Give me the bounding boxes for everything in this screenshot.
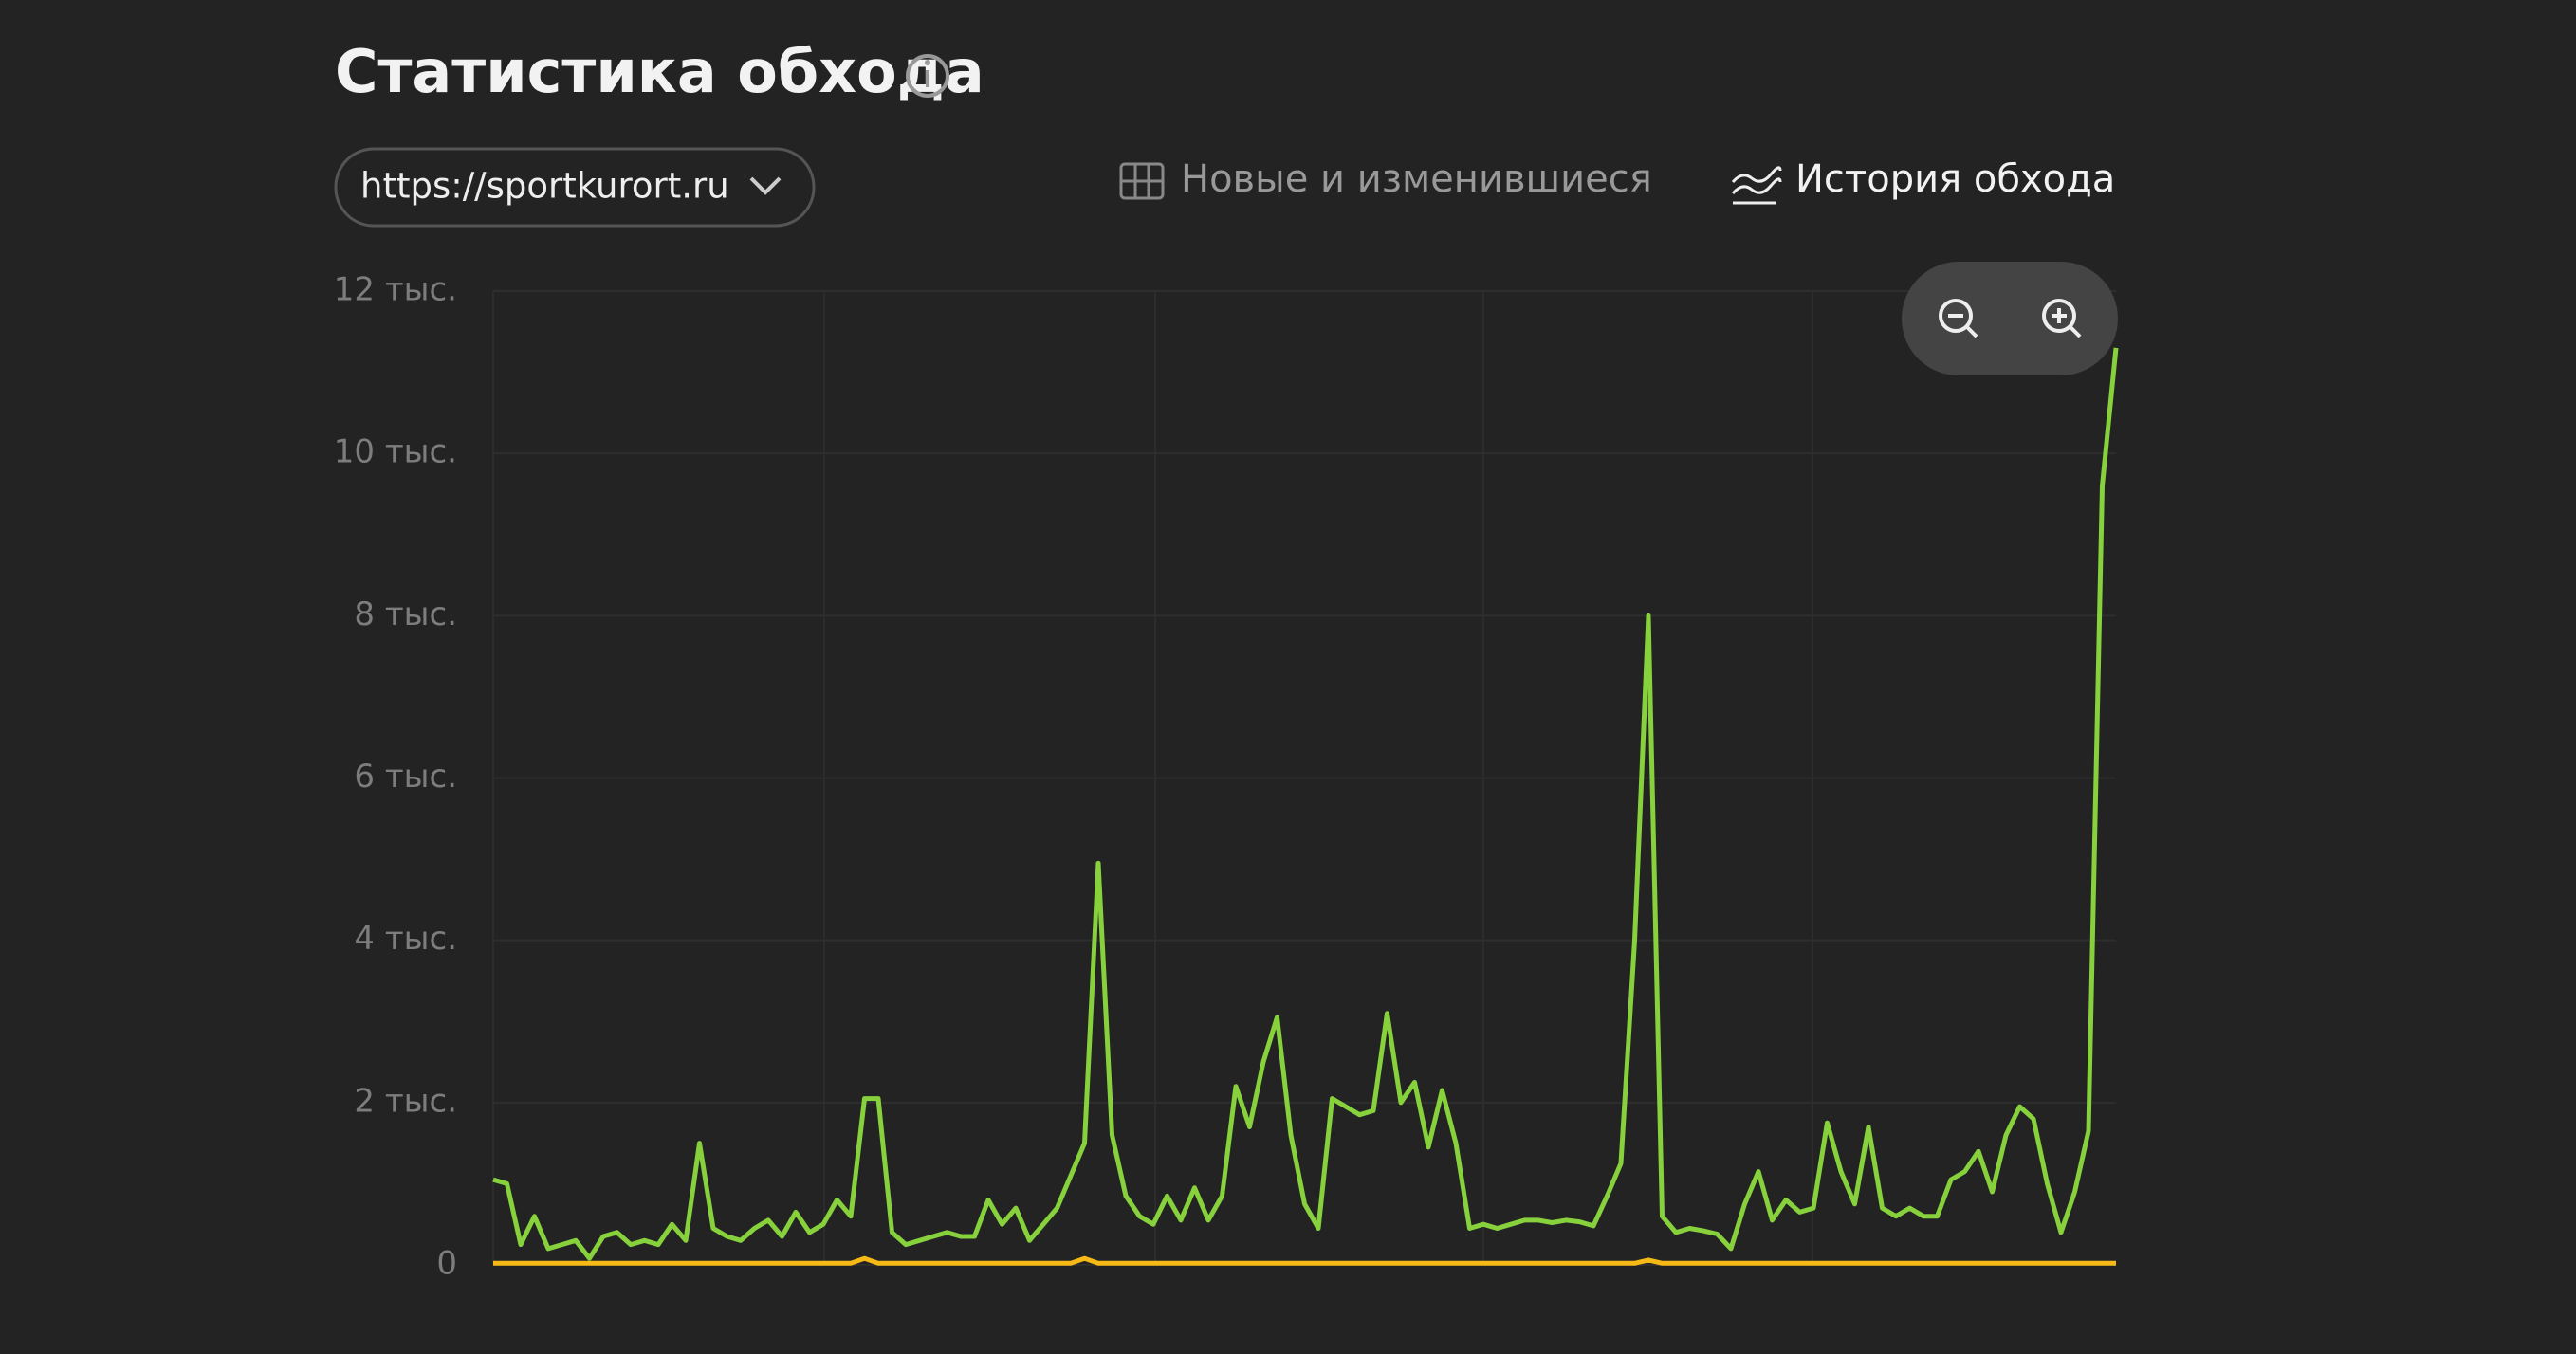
y-tick-label: 6 тыс.: [354, 758, 457, 796]
zoom-out-button[interactable]: [1939, 299, 1978, 338]
y-tick-label: 8 тыс.: [354, 595, 457, 633]
site-selector[interactable]: https://sportkurort.ru: [334, 147, 816, 228]
site-url: https://sportkurort.ru: [360, 166, 729, 207]
y-tick-label: 0: [436, 1245, 457, 1283]
zoom-in-button[interactable]: [2042, 299, 2082, 338]
data-line: [493, 1255, 2116, 1266]
tab-new[interactable]: Новые и изменившиеся: [1119, 157, 1652, 201]
y-tick-label: 12 тыс.: [334, 271, 457, 309]
tab-label: История обхода: [1795, 157, 2115, 201]
zoom-controls: [1902, 262, 2118, 375]
chart-title: Статистика обхода: [335, 37, 984, 106]
info-icon[interactable]: [906, 54, 949, 98]
tab-history[interactable]: История обхода: [1731, 157, 2115, 205]
y-tick-label: 2 тыс.: [354, 1082, 457, 1120]
y-tick-label: 4 тыс.: [354, 920, 457, 958]
tab-label: Новые и изменившиеся: [1181, 157, 1652, 201]
plot-area: 0 2 тыс. 4 тыс. 6 тыс. 8 тыс. 10 тыс. 12 тыс.: [334, 271, 2119, 1283]
data-line: [492, 347, 2119, 1261]
y-tick-label: 10 тыс.: [334, 433, 457, 471]
